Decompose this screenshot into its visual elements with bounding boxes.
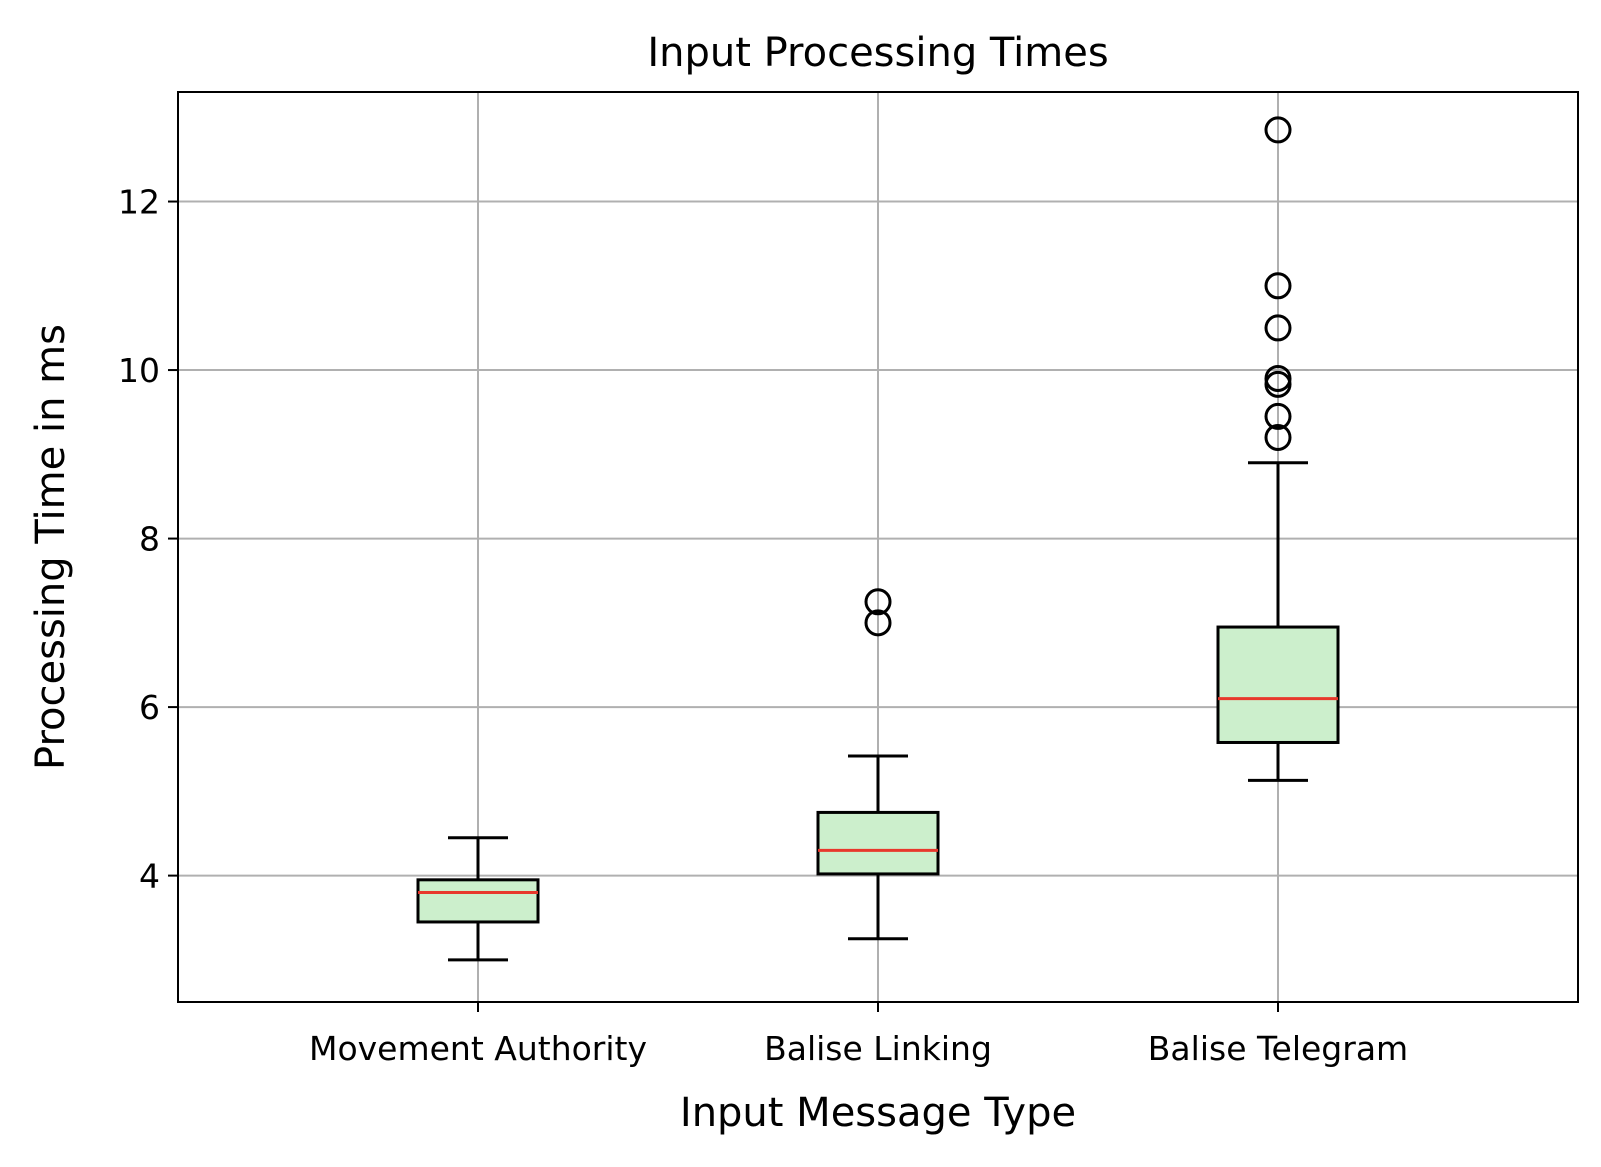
outlier-point [1264, 402, 1292, 430]
grid [178, 92, 1578, 1002]
outlier-point [1264, 116, 1292, 144]
chart-title: Input Processing Times [647, 30, 1108, 76]
box-2 [816, 588, 940, 941]
outlier-point [1264, 272, 1292, 300]
x-axis-label: Input Message Type [680, 1090, 1076, 1136]
ticks: 4 6 8 10 12 Movement Authority Balise Linking B… [118, 183, 1408, 1068]
x-tick-label: Balise Telegram [1148, 1029, 1408, 1068]
outlier-point [1264, 364, 1292, 392]
y-tick-label: 4 [139, 857, 160, 896]
box-3 [1216, 116, 1340, 782]
x-tick-label: Movement Authority [309, 1029, 647, 1068]
x-tick-label: Balise Linking [764, 1029, 992, 1068]
box-body [1216, 625, 1340, 744]
y-tick-label: 6 [139, 688, 160, 727]
box-1 [416, 836, 540, 962]
y-tick-label: 8 [139, 520, 160, 559]
y-tick-label: 12 [118, 183, 160, 222]
box-body [816, 810, 940, 876]
y-axis-label: Processing Time in ms [28, 324, 74, 770]
outlier-point [1264, 314, 1292, 342]
box-body [416, 878, 540, 924]
outlier-point [864, 609, 892, 637]
y-tick-label: 10 [118, 351, 160, 390]
outlier-point [864, 588, 892, 616]
boxes [416, 116, 1340, 962]
outlier-point [1264, 423, 1292, 451]
